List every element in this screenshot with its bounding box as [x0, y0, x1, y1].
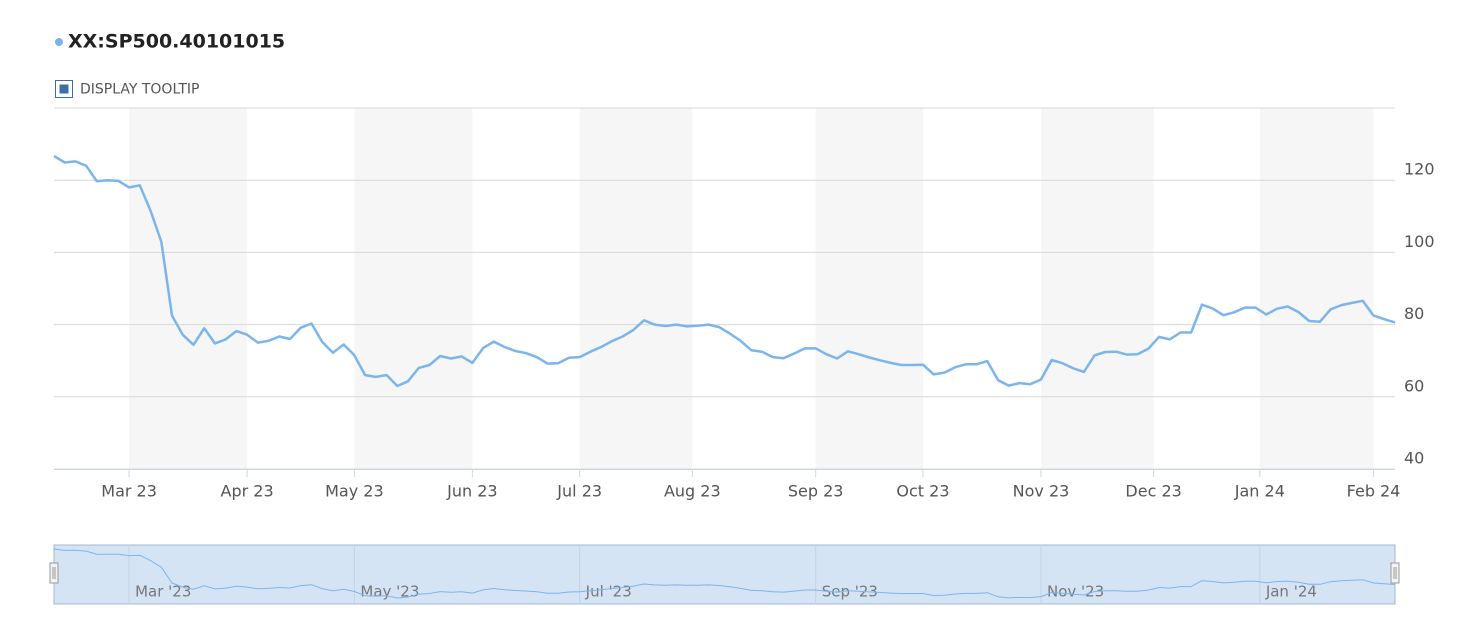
y-tick-label: 80 [1404, 304, 1424, 323]
y-tick-label: 60 [1404, 376, 1424, 395]
navigator-label: Sep '23 [822, 583, 878, 601]
y-tick-label: 120 [1404, 160, 1435, 179]
toggle-label[interactable]: DISPLAY TOOLTIP [80, 82, 199, 98]
series-line [53, 154, 1396, 388]
x-tick-label: Jun 23 [446, 482, 497, 501]
handle-body [1390, 562, 1400, 584]
series-marker [55, 38, 63, 46]
x-tick-label: Apr 23 [221, 482, 274, 501]
x-tick-label: Feb 24 [1347, 482, 1401, 501]
navigator-label: Jan '24 [1265, 583, 1317, 601]
x-tick-label: Jan 24 [1234, 482, 1285, 501]
navigator-label: Jul '23 [585, 583, 632, 601]
navigator-label: Mar '23 [135, 583, 191, 601]
navigator-handle[interactable] [1390, 562, 1400, 584]
x-tick-label: Oct 23 [896, 482, 949, 501]
x-tick-label: May 23 [325, 482, 384, 501]
navigator-label: Nov '23 [1047, 583, 1104, 601]
y-tick-label: 100 [1404, 232, 1435, 251]
tooltip-toggle[interactable]: DISPLAY TOOLTIP [55, 80, 200, 98]
navigator-label: May '23 [360, 583, 419, 601]
x-tick-label: Mar 23 [101, 482, 157, 501]
y-tick-label: 40 [1404, 449, 1424, 468]
x-tick-label: Nov 23 [1013, 482, 1070, 501]
navigator-frame [53, 544, 1396, 605]
navigator-line [53, 548, 1396, 599]
handle-body [49, 562, 59, 584]
x-tick-label: Sep 23 [788, 482, 844, 501]
x-tick-label: Dec 23 [1125, 482, 1181, 501]
x-tick-label: Jul 23 [556, 482, 602, 501]
navigator-handle[interactable] [49, 562, 59, 584]
x-tick-label: Aug 23 [664, 482, 721, 501]
chart-title: XX:SP500.40101015 [68, 31, 285, 53]
plot-band [129, 108, 248, 469]
plot-band [579, 108, 693, 469]
plot-band [1259, 108, 1374, 469]
plot-band [1040, 108, 1154, 469]
checkbox-check [59, 84, 69, 94]
plot-band [815, 108, 923, 469]
plot-band [354, 108, 473, 469]
